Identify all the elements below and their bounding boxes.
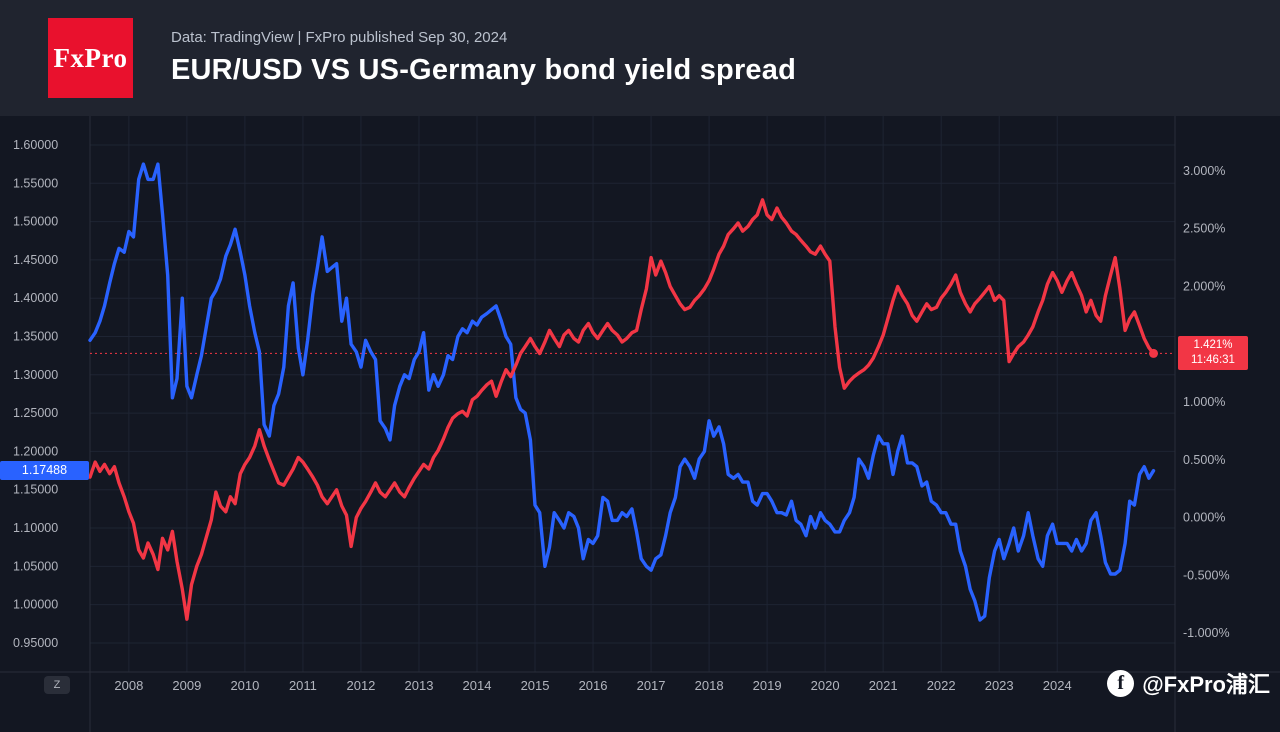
time-scale[interactable]: 2008 2009 2010 2011 2012 2013 2014 2015 2016 2017… xyxy=(114,678,1071,693)
watermark: f @FxPro浦汇 xyxy=(1107,667,1270,699)
right-axis-tick-label: 1.000% xyxy=(1183,395,1225,409)
right-axis-tick-label: 3.000% xyxy=(1183,164,1225,178)
time-axis-tick-label: 2015 xyxy=(521,678,550,693)
eurusd-line xyxy=(88,162,1156,622)
spread-current-value: 1.421% xyxy=(1193,339,1233,352)
left-axis-tick-label: 0.95000 xyxy=(13,636,58,650)
time-axis-tick-label: 2012 xyxy=(346,678,375,693)
right-axis-tick-label: 0.000% xyxy=(1183,511,1225,525)
time-axis-tick-label: 2020 xyxy=(811,678,840,693)
left-axis-tick-label: 1.10000 xyxy=(13,521,58,535)
eurusd-current-price: 1.17488 xyxy=(21,463,68,478)
left-axis-tick-label: 1.15000 xyxy=(13,483,58,497)
time-axis-tick-label: 2021 xyxy=(869,678,898,693)
left-axis-tick-label: 1.20000 xyxy=(13,444,58,458)
watermark-text: @FxPro浦汇 xyxy=(1142,672,1270,697)
source-line: Data: TradingView | FxPro published Sep … xyxy=(171,29,508,46)
series-lines xyxy=(88,162,1159,622)
time-axis-tick-label: 2018 xyxy=(695,678,724,693)
left-axis-tick-label: 1.50000 xyxy=(13,215,58,229)
time-axis-tick-label: 2014 xyxy=(463,678,492,693)
header: FxPro Data: TradingView | FxPro publishe… xyxy=(0,0,1280,116)
us-de-spread-line xyxy=(88,198,1156,621)
header-text: Data: TradingView | FxPro published Sep … xyxy=(171,29,796,87)
time-axis-tick-label: 2019 xyxy=(753,678,782,693)
fxpro-logo: FxPro xyxy=(48,18,133,98)
page-title: EUR/USD VS US-Germany bond yield spread xyxy=(171,54,796,86)
time-axis-tick-label: 2022 xyxy=(927,678,956,693)
right-axis-tick-label: -1.000% xyxy=(1183,626,1230,640)
time-axis-tick-label: 2011 xyxy=(289,678,317,693)
time-axis-tick-label: 2016 xyxy=(579,678,608,693)
left-axis-tick-label: 1.35000 xyxy=(13,329,58,343)
price-chart-canvas[interactable]: 1.60000 1.55000 1.50000 1.45000 1.40000 1.350… xyxy=(0,116,1280,732)
left-axis-tick-label: 1.25000 xyxy=(13,406,58,420)
left-axis-tick-label: 1.00000 xyxy=(13,598,58,612)
timezone-z-button[interactable]: Z xyxy=(44,676,70,694)
spread-current-time: 11:46:31 xyxy=(1191,354,1235,367)
chart-area[interactable]: 1.60000 1.55000 1.50000 1.45000 1.40000 1.350… xyxy=(0,116,1280,732)
left-price-scale[interactable]: 1.60000 1.55000 1.50000 1.45000 1.40000 1.350… xyxy=(13,138,58,650)
time-axis-tick-label: 2024 xyxy=(1043,678,1072,693)
facebook-icon: f xyxy=(1107,669,1135,697)
left-axis-tick-label: 1.45000 xyxy=(13,253,58,267)
right-axis-tick-label: 0.500% xyxy=(1183,453,1225,467)
fxpro-logo-text: FxPro xyxy=(53,42,128,73)
left-axis-tick-label: 1.55000 xyxy=(13,176,58,190)
time-axis-tick-label: 2008 xyxy=(114,678,143,693)
right-axis-tick-label: -0.500% xyxy=(1183,568,1230,582)
spread-current-value-badge: 1.421% 11:46:31 xyxy=(1178,336,1248,371)
time-axis-tick-label: 2023 xyxy=(985,678,1014,693)
time-axis-tick-label: 2013 xyxy=(405,678,434,693)
right-price-scale[interactable]: 3.000%2.500%2.000%1.500%1.000%0.500%0.00… xyxy=(1183,164,1230,640)
time-axis-tick-label: 2017 xyxy=(637,678,666,693)
axis-borders xyxy=(0,116,1280,732)
left-axis-tick-label: 1.40000 xyxy=(13,291,58,305)
last-price-dot xyxy=(1149,348,1159,358)
grid-lines xyxy=(90,116,1175,672)
left-axis-tick-label: 1.60000 xyxy=(13,138,58,152)
time-axis-tick-label: 2010 xyxy=(230,678,259,693)
right-axis-tick-label: 2.500% xyxy=(1183,222,1225,236)
left-axis-tick-label: 1.05000 xyxy=(13,559,58,573)
right-axis-tick-label: 2.000% xyxy=(1183,280,1225,294)
time-axis-tick-label: 2009 xyxy=(172,678,201,693)
eurusd-current-price-badge: 1.17488 xyxy=(0,461,89,481)
left-axis-tick-label: 1.30000 xyxy=(13,368,58,382)
